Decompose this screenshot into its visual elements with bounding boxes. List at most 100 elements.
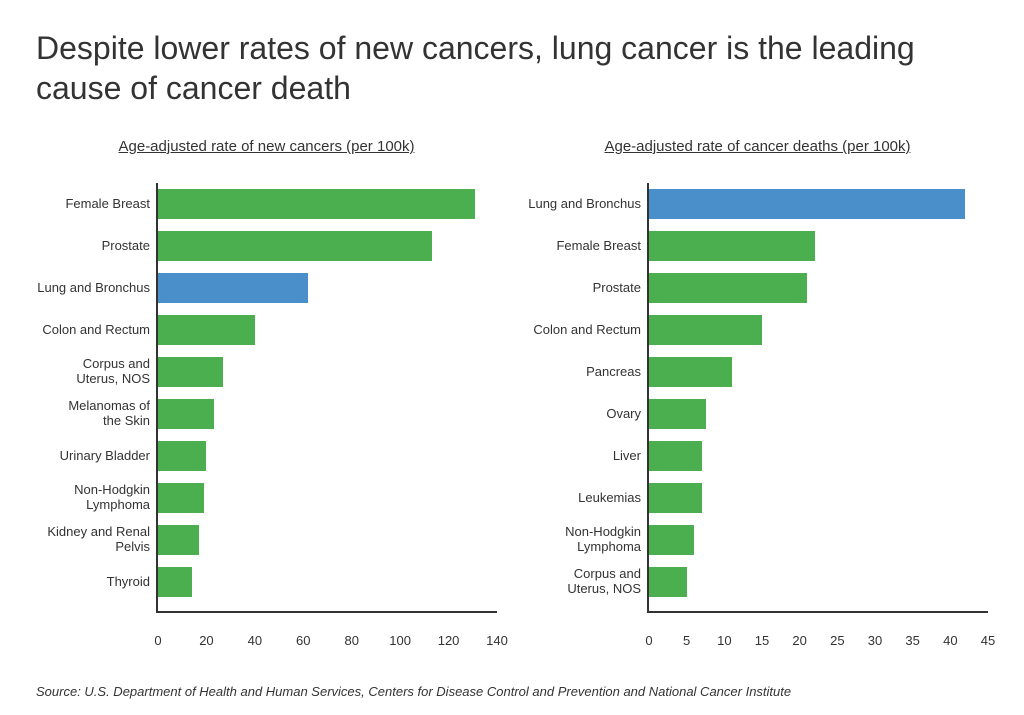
right-y-label: Prostate (527, 267, 641, 309)
right-x-tick: 15 (755, 633, 769, 648)
left-y-label: Corpus andUterus, NOS (36, 351, 150, 393)
left-bar (158, 231, 432, 261)
left-x-tick: 120 (438, 633, 460, 648)
left-y-label: Female Breast (36, 183, 150, 225)
right-bar-slot (649, 393, 988, 435)
right-y-label: Female Breast (527, 225, 641, 267)
left-y-label: Non-HodgkinLymphoma (36, 477, 150, 519)
y-label-line: Non-Hodgkin (565, 525, 641, 540)
left-x-tick: 40 (248, 633, 262, 648)
left-x-tick: 100 (389, 633, 411, 648)
y-label-line: Lymphoma (86, 498, 150, 513)
y-label-line: Pelvis (115, 540, 150, 555)
chart-title: Despite lower rates of new cancers, lung… (36, 28, 988, 108)
right-x-tick: 40 (943, 633, 957, 648)
left-x-tick: 80 (344, 633, 358, 648)
right-bar-slot (649, 519, 988, 561)
left-y-labels: Female BreastProstateLung and BronchusCo… (36, 183, 156, 613)
left-x-tick: 60 (296, 633, 310, 648)
right-bars (649, 183, 988, 603)
right-y-label: Liver (527, 435, 641, 477)
left-x-tick: 20 (199, 633, 213, 648)
left-bar (158, 357, 223, 387)
left-chart-body: Female BreastProstateLung and BronchusCo… (36, 183, 497, 613)
left-plot-area: 020406080100120140 (156, 183, 497, 613)
right-y-label: Leukemias (527, 477, 641, 519)
left-y-label: Melanomas ofthe Skin (36, 393, 150, 435)
right-x-tick: 0 (645, 633, 652, 648)
right-chart-body: Lung and BronchusFemale BreastProstateCo… (527, 183, 988, 613)
right-x-tick: 20 (792, 633, 806, 648)
left-y-label: Colon and Rectum (36, 309, 150, 351)
left-bar (158, 525, 199, 555)
right-bar-slot (649, 225, 988, 267)
right-bar-slot (649, 183, 988, 225)
left-x-tick: 140 (486, 633, 508, 648)
right-bar (649, 231, 815, 261)
right-y-labels: Lung and BronchusFemale BreastProstateCo… (527, 183, 647, 613)
right-bar (649, 483, 702, 513)
right-y-label: Pancreas (527, 351, 641, 393)
right-x-tick: 35 (905, 633, 919, 648)
right-bar-slot (649, 351, 988, 393)
right-chart-panel: Age-adjusted rate of cancer deaths (per … (527, 138, 988, 613)
right-bar (649, 525, 694, 555)
right-y-label: Non-HodgkinLymphoma (527, 519, 641, 561)
right-x-tick: 45 (981, 633, 995, 648)
right-bar (649, 441, 702, 471)
left-bar (158, 441, 206, 471)
y-label-line: Uterus, NOS (567, 582, 641, 597)
left-bar-slot (158, 225, 497, 267)
right-bar-slot (649, 309, 988, 351)
y-label-line: Corpus and (574, 567, 641, 582)
left-bar (158, 315, 255, 345)
right-chart-subtitle: Age-adjusted rate of cancer deaths (per … (527, 138, 988, 155)
right-bar (649, 357, 732, 387)
y-label-line: Corpus and (83, 357, 150, 372)
right-y-label: Corpus andUterus, NOS (527, 561, 641, 603)
right-x-tick: 10 (717, 633, 731, 648)
y-label-line: Lymphoma (577, 540, 641, 555)
right-bar (649, 567, 687, 597)
right-x-tick: 30 (868, 633, 882, 648)
right-bar-slot (649, 477, 988, 519)
source-attribution: Source: U.S. Department of Health and Hu… (36, 684, 791, 699)
right-bar-slot (649, 561, 988, 603)
left-bar (158, 483, 204, 513)
left-bar-slot (158, 267, 497, 309)
left-bar (158, 273, 308, 303)
right-x-tick: 5 (683, 633, 690, 648)
right-plot-area: 051015202530354045 (647, 183, 988, 613)
right-bar (649, 399, 706, 429)
left-bar (158, 189, 475, 219)
left-bar-slot (158, 477, 497, 519)
left-bar-slot (158, 393, 497, 435)
charts-container: Age-adjusted rate of new cancers (per 10… (36, 138, 988, 613)
left-bar (158, 399, 214, 429)
y-label-line: Melanomas of (68, 399, 150, 414)
right-bar (649, 189, 965, 219)
right-x-tick: 25 (830, 633, 844, 648)
left-x-tick: 0 (154, 633, 161, 648)
y-label-line: Non-Hodgkin (74, 483, 150, 498)
left-bars (158, 183, 497, 603)
right-bar (649, 273, 807, 303)
right-y-label: Lung and Bronchus (527, 183, 641, 225)
left-y-label: Thyroid (36, 561, 150, 603)
left-y-label: Kidney and RenalPelvis (36, 519, 150, 561)
right-bar (649, 315, 762, 345)
left-bar-slot (158, 183, 497, 225)
left-bar (158, 567, 192, 597)
left-bar-slot (158, 351, 497, 393)
y-label-line: Kidney and Renal (47, 525, 150, 540)
left-y-label: Lung and Bronchus (36, 267, 150, 309)
right-y-label: Colon and Rectum (527, 309, 641, 351)
right-bar-slot (649, 267, 988, 309)
right-bar-slot (649, 435, 988, 477)
right-y-label: Ovary (527, 393, 641, 435)
left-chart-panel: Age-adjusted rate of new cancers (per 10… (36, 138, 497, 613)
left-chart-subtitle: Age-adjusted rate of new cancers (per 10… (36, 138, 497, 155)
left-bar-slot (158, 309, 497, 351)
left-bar-slot (158, 519, 497, 561)
y-label-line: Uterus, NOS (76, 372, 150, 387)
